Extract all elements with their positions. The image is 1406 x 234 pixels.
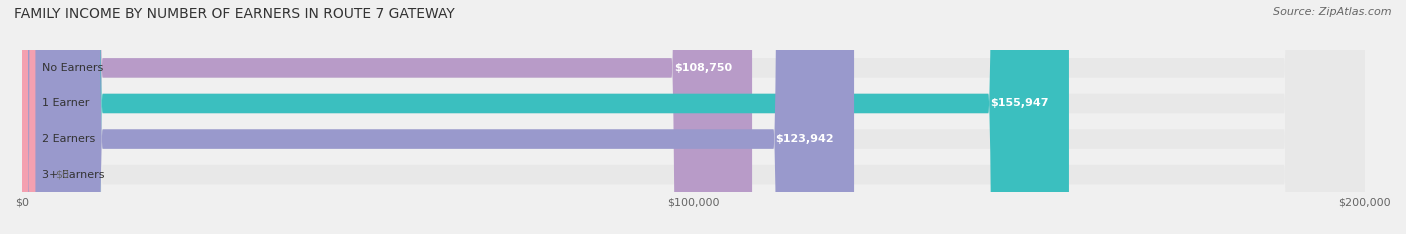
FancyBboxPatch shape [22, 0, 853, 234]
FancyBboxPatch shape [22, 0, 35, 234]
Text: 1 Earner: 1 Earner [42, 99, 90, 109]
Text: 2 Earners: 2 Earners [42, 134, 96, 144]
FancyBboxPatch shape [22, 0, 1365, 234]
FancyBboxPatch shape [22, 0, 1365, 234]
Text: No Earners: No Earners [42, 63, 104, 73]
FancyBboxPatch shape [22, 0, 1365, 234]
Text: $155,947: $155,947 [990, 99, 1049, 109]
Text: $123,942: $123,942 [775, 134, 834, 144]
Text: FAMILY INCOME BY NUMBER OF EARNERS IN ROUTE 7 GATEWAY: FAMILY INCOME BY NUMBER OF EARNERS IN RO… [14, 7, 454, 21]
FancyBboxPatch shape [22, 0, 1365, 234]
Text: $108,750: $108,750 [673, 63, 733, 73]
FancyBboxPatch shape [22, 0, 752, 234]
Text: $0: $0 [56, 170, 69, 180]
Text: Source: ZipAtlas.com: Source: ZipAtlas.com [1274, 7, 1392, 17]
Text: 3+ Earners: 3+ Earners [42, 170, 104, 180]
FancyBboxPatch shape [22, 0, 1069, 234]
